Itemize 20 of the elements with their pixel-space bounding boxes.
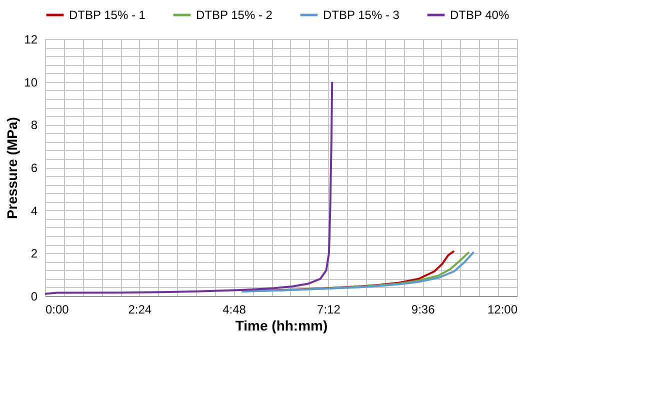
legend-label: DTBP 15% - 2 xyxy=(196,8,273,22)
legend-label: DTBP 15% - 1 xyxy=(69,8,146,22)
y-tick-label: 4 xyxy=(30,204,38,218)
line-series xyxy=(44,80,334,295)
legend-label: DTBP 15% - 3 xyxy=(323,8,400,22)
y-tick-label: 6 xyxy=(30,161,38,175)
x-tick-label: 0:00 xyxy=(46,302,70,316)
x-tick-label: 4:48 xyxy=(222,302,246,316)
y-tick-label: 2 xyxy=(30,246,38,261)
y-tick-label: 8 xyxy=(30,118,38,132)
y-tick-label: 0 xyxy=(30,290,38,304)
x-tick-label: 2:24 xyxy=(128,302,152,316)
x-axis-title: Time (hh:mm) xyxy=(235,318,328,334)
legend-label: DTBP 40% xyxy=(450,8,510,22)
x-tick-label: 7:12 xyxy=(317,302,341,316)
x-tick-label: 9:36 xyxy=(411,302,436,316)
x-tick-label: 12:00 xyxy=(487,302,518,316)
y-tick-label: 10 xyxy=(24,75,38,90)
y-axis-title: Pressure (MPa) xyxy=(4,117,20,219)
y-tick-label: 12 xyxy=(24,32,38,46)
